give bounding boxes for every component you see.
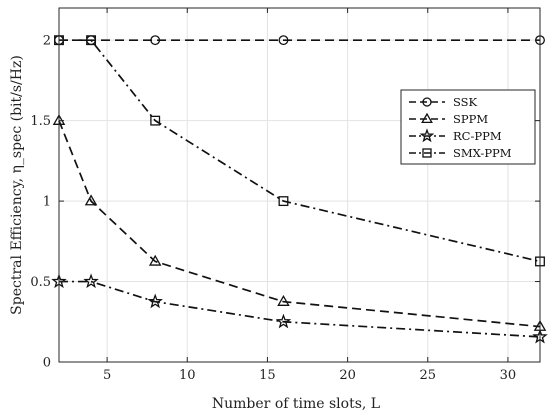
data-point-ssk [278,35,289,46]
data-point-rc-ppm [147,293,163,309]
series-line-rc-ppm [59,280,541,338]
y-tick-label: 1.5 [30,114,51,129]
legend-marker-rc-ppm [419,128,435,143]
legend-label-ssk: SSK [453,95,478,109]
y-tick-label: 1 [43,195,51,210]
legend-marker-smx-ppm [422,148,432,158]
x-tick-label: 25 [419,368,436,383]
data-point-sppm [84,194,98,206]
y-tick-label: 2 [43,34,51,49]
y-axis-label: Spectral Efficiency, η_spec (bit/s/Hz) [9,55,25,315]
legend-entry-sppm: SPPM [409,112,488,126]
data-point-smx-ppm [278,196,289,207]
x-tick-label: 20 [339,368,356,383]
legend-entry-rc-ppm: RC-PPM [409,128,502,143]
data-point-smx-ppm [150,115,161,126]
legend-label-smx-ppm: SMX-PPM [453,146,512,160]
x-axis-label-text: Number of time slots, L [212,396,380,412]
x-tick-label: 5 [103,368,111,383]
legend-entry-ssk: SSK [409,95,478,109]
legend-label-rc-ppm: RC-PPM [453,129,502,143]
series-line-smx-ppm [59,39,541,263]
ticks-layer: 5 10 15 20 25 30 0 0.5 1 1.5 2 [30,8,540,383]
y-tick-label: 0 [43,356,51,371]
x-tick-label: 10 [179,368,196,383]
x-tick-label: 15 [259,368,276,383]
plot-frame [58,7,541,363]
x-tick-label: 30 [500,368,517,383]
legend-marker-ssk [422,97,432,107]
y-tick-label: 0.5 [30,275,51,290]
grid [59,8,540,363]
data-point-rc-ppm [83,273,99,289]
data-point-rc-ppm [275,313,292,329]
series-line-sppm [58,120,541,328]
legend-marker-sppm [421,112,433,124]
legend-entry-smx-ppm: SMX-PPM [409,146,512,160]
data-point-sppm [148,254,162,266]
legend: SSK SPPM RC-PPM SMX-PPM [400,89,536,165]
data-point-sppm [277,294,290,306]
series-rc-ppm [51,273,548,344]
data-point-ssk [150,35,161,46]
series-layer [51,35,548,344]
data-point-smx-ppm [86,35,97,46]
x-axis-label: Number of time slots, L [212,396,380,412]
series-sppm [52,113,547,331]
legend-label-sppm: SPPM [453,112,488,126]
